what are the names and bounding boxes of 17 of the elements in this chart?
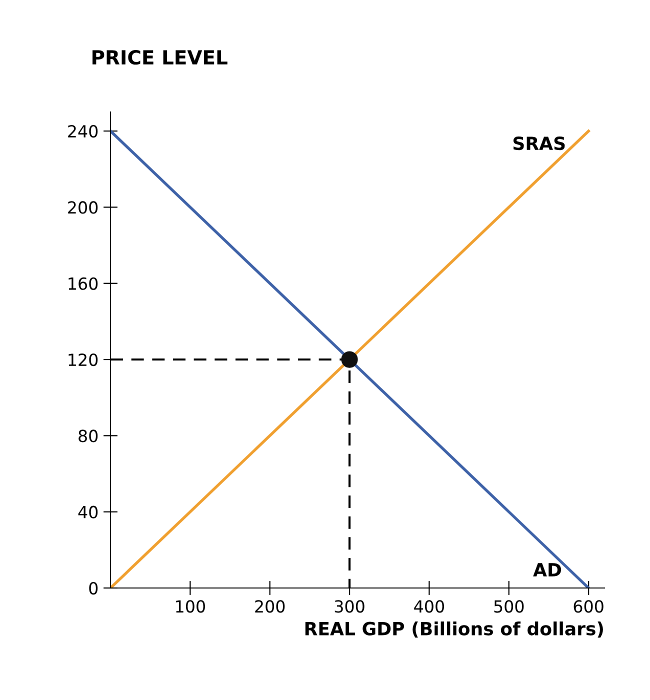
- y-tick-label: 120: [68, 353, 98, 366]
- y-axis-title: PRICE LEVEL: [92, 50, 228, 65]
- y-tick-label: 240: [68, 125, 98, 138]
- y-tick-label: 40: [78, 506, 98, 518]
- y-tick-label: 0: [89, 582, 98, 595]
- x-tick-label: 100: [176, 600, 205, 613]
- y-tick-label: 200: [68, 201, 98, 214]
- y-tick-label: 80: [78, 430, 98, 442]
- x-tick-label: 600: [574, 600, 604, 613]
- x-axis-title: REAL GDP (Billions of dollars): [305, 621, 603, 638]
- series-label: AD: [533, 563, 562, 576]
- x-tick-label: 200: [255, 600, 285, 613]
- y-tick-label: 160: [68, 277, 98, 290]
- x-tick-label: 500: [494, 600, 524, 613]
- x-tick-label: 300: [334, 600, 364, 613]
- series-label: SRAS: [513, 136, 565, 150]
- x-tick-label: 400: [414, 600, 444, 613]
